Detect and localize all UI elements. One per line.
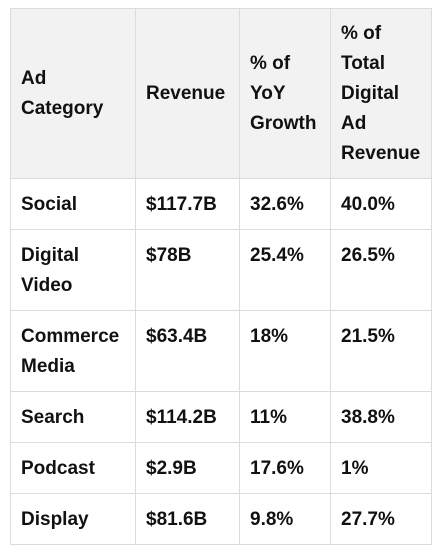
header-yoy-growth: % of YoY Growth (239, 8, 331, 179)
cell-revenue: $78B (135, 229, 240, 311)
cell-ad-category: Podcast (10, 442, 136, 494)
table-row: Podcast $2.9B 17.6% 1% (10, 442, 432, 494)
cell-total-share: 21.5% (330, 310, 432, 392)
cell-ad-category: Display (10, 493, 136, 545)
table-row: Search $114.2B 11% 38.8% (10, 391, 432, 443)
header-revenue: Revenue (135, 8, 240, 179)
cell-revenue: $81.6B (135, 493, 240, 545)
cell-revenue: $63.4B (135, 310, 240, 392)
cell-ad-category: Social (10, 178, 136, 230)
cell-yoy-growth: 9.8% (239, 493, 331, 545)
cell-yoy-growth: 18% (239, 310, 331, 392)
header-ad-category: Ad Category (10, 8, 136, 179)
cell-total-share: 38.8% (330, 391, 432, 443)
table-row: Commerce Media $63.4B 18% 21.5% (10, 310, 432, 392)
cell-total-share: 1% (330, 442, 432, 494)
cell-yoy-growth: 25.4% (239, 229, 331, 311)
cell-revenue: $2.9B (135, 442, 240, 494)
cell-ad-category: Search (10, 391, 136, 443)
cell-yoy-growth: 32.6% (239, 178, 331, 230)
table-row: Digital Video $78B 25.4% 26.5% (10, 229, 432, 311)
cell-yoy-growth: 17.6% (239, 442, 331, 494)
cell-total-share: 27.7% (330, 493, 432, 545)
cell-revenue: $117.7B (135, 178, 240, 230)
cell-yoy-growth: 11% (239, 391, 331, 443)
header-total-digital-ad-revenue: % of Total Digital Ad Revenue (330, 8, 432, 179)
cell-ad-category: Digital Video (10, 229, 136, 311)
table-row: Display $81.6B 9.8% 27.7% (10, 493, 432, 545)
table-row: Social $117.7B 32.6% 40.0% (10, 178, 432, 230)
cell-ad-category: Commerce Media (10, 310, 136, 392)
cell-revenue: $114.2B (135, 391, 240, 443)
cell-total-share: 26.5% (330, 229, 432, 311)
cell-total-share: 40.0% (330, 178, 432, 230)
table-header-row: Ad Category Revenue % of YoY Growth % of… (10, 8, 432, 179)
ad-revenue-table: Ad Category Revenue % of YoY Growth % of… (10, 8, 432, 545)
